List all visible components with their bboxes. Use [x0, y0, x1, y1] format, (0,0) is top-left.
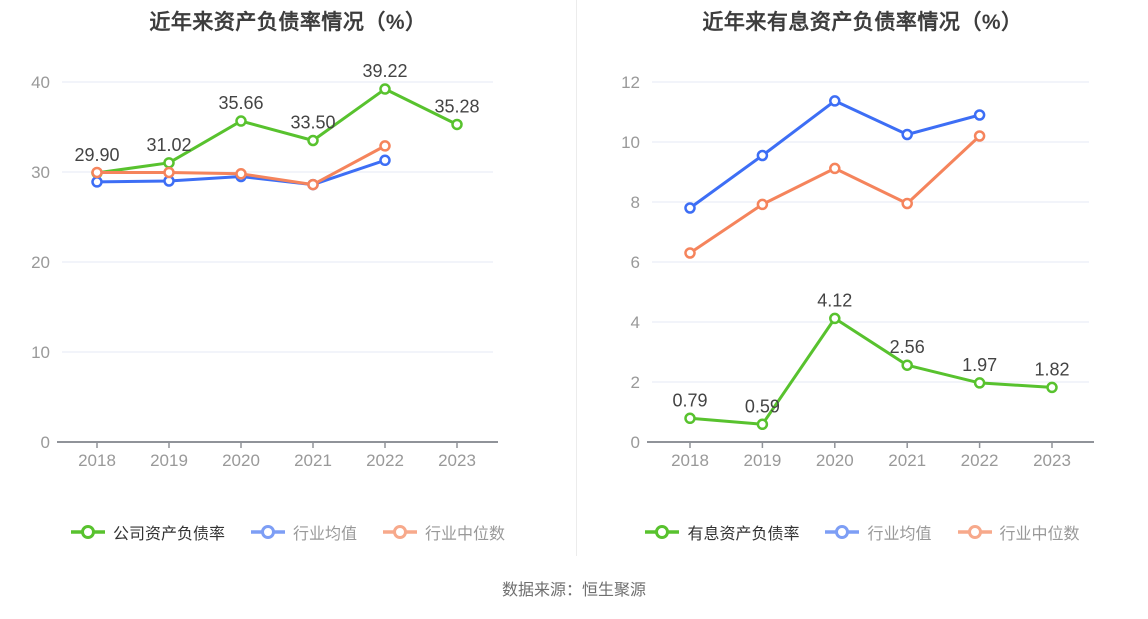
legend-label: 行业中位数: [999, 526, 1080, 543]
legend-line-circle-icon: [250, 525, 285, 539]
x-tick-label: 2019: [743, 451, 781, 470]
data-point-orange: [684, 247, 696, 259]
x-tick-label: 2022: [366, 451, 404, 470]
legend-item-orange[interactable]: 行业中位数: [957, 520, 1080, 544]
data-point-orange: [379, 140, 391, 152]
y-tick-label: 0: [631, 433, 640, 452]
data-point-orange: [163, 166, 175, 179]
x-tick-label: 2020: [816, 451, 854, 470]
x-tick-label: 2018: [78, 451, 116, 470]
legend-item-green[interactable]: 有息资产负债率: [645, 520, 799, 544]
y-tick-label: 40: [31, 73, 50, 92]
legend-label: 公司资产负债率: [112, 526, 225, 543]
data-point-orange: [901, 197, 913, 210]
line-chart-interest-bearing: 0 2 4 6 8 10 12 2018 2019 2020 2021 2022 2023 0.79 0.5…: [621, 73, 1094, 470]
chart-panel-asset-liability: 近年来资产负债率情况（%） 0 10 20 30 40 2018 2019 2020 2021 2…: [0, 0, 576, 556]
data-point-green: [235, 115, 247, 127]
data-label: 39.22: [362, 61, 407, 81]
data-point-orange: [91, 166, 103, 179]
data-point-blue: [829, 95, 841, 107]
charts-row: 近年来资产负债率情况（%） 0 10 20 30 40 2018 2019 2020 2021 2…: [0, 0, 1148, 556]
legend-line-circle-icon: [383, 525, 417, 539]
x-tick-label: 2021: [294, 451, 332, 470]
data-label: 0.79: [672, 390, 707, 410]
data-label: 1.82: [1034, 359, 1069, 379]
y-tick-label: 2: [631, 373, 640, 392]
y-tick-label: 6: [631, 253, 640, 272]
legend-label: 行业中位数: [425, 526, 506, 543]
legend-label: 有息资产负债率: [687, 526, 800, 543]
data-label: 31.02: [146, 135, 191, 155]
legend-item-blue[interactable]: 行业均值: [250, 520, 357, 544]
data-point-green: [379, 83, 391, 95]
data-point-blue: [901, 128, 913, 141]
data-point-green: [163, 157, 175, 169]
y-tick-label: 4: [631, 313, 640, 332]
x-tick-label: 2023: [1033, 451, 1071, 470]
data-point-orange: [307, 178, 319, 191]
data-point-orange: [235, 168, 247, 180]
data-point-green: [1046, 381, 1058, 394]
series-line-orange: [688, 134, 982, 255]
data-point-green: [901, 359, 913, 371]
chart-panel-interest-bearing: 近年来有息资产负债率情况（%） 0 2 4 6 8 10 12 2018 2019 2020 202…: [576, 0, 1148, 556]
data-label: 29.90: [74, 145, 119, 165]
y-tick-label: 30: [31, 163, 50, 182]
legend-line-circle-icon: [645, 525, 680, 539]
series-line-green: [95, 87, 459, 175]
legend-label: 行业均值: [867, 526, 932, 543]
y-tick-label: 10: [621, 133, 640, 152]
data-point-blue: [91, 176, 103, 188]
legend-item-orange[interactable]: 行业中位数: [383, 520, 505, 544]
data-point-orange: [756, 198, 769, 211]
data-point-green: [307, 134, 319, 147]
data-point-blue: [379, 154, 391, 167]
x-tick-label: 2023: [438, 451, 476, 470]
chart-title-interest-bearing: 近年来有息资产负债率情况（%）: [702, 11, 1023, 34]
data-point-blue: [684, 202, 696, 214]
y-tick-label: 10: [31, 343, 50, 362]
data-point-blue: [973, 109, 986, 121]
data-source-note: 数据来源：恒生聚源: [501, 581, 646, 599]
legend-line-circle-icon: [957, 525, 992, 539]
source-row: 数据来源：恒生聚源: [0, 556, 1148, 619]
data-label: 4.12: [817, 290, 852, 310]
x-tick-label: 2019: [150, 451, 188, 470]
x-tick-label: 2020: [222, 451, 260, 470]
data-label: 2.56: [890, 337, 925, 357]
data-point-green: [451, 118, 463, 131]
data-point-blue: [756, 149, 769, 162]
series-line-blue: [688, 99, 982, 210]
legend-item-green[interactable]: 公司资产负债率: [70, 520, 225, 544]
x-tick-label: 2021: [888, 451, 926, 470]
y-tick-label: 8: [631, 193, 640, 212]
legend-item-blue[interactable]: 行业均值: [825, 520, 932, 544]
legend-label: 行业均值: [292, 526, 357, 543]
data-label: 35.66: [218, 93, 263, 113]
legend-asset-liability: 公司资产负债率 行业均值 行业中位数: [0, 517, 576, 547]
data-point-green: [973, 377, 986, 389]
data-point-orange: [973, 130, 986, 142]
data-point-green: [684, 412, 696, 425]
y-tick-label: 0: [41, 433, 50, 452]
legend-interest-bearing: 有息资产负债率 行业均值 行业中位数: [577, 517, 1148, 547]
line-chart-asset-liability: 0 10 20 30 40 2018 2019 2020 2021 2022 2023 29.90 31…: [31, 61, 498, 470]
data-point-green: [756, 418, 769, 431]
chart-title-asset-liability: 近年来资产负债率情况（%）: [149, 11, 427, 34]
y-tick-label: 20: [31, 253, 50, 272]
data-point-orange: [829, 162, 841, 175]
data-label: 33.50: [290, 113, 335, 133]
legend-line-circle-icon: [825, 525, 860, 539]
x-tick-label: 2018: [671, 451, 709, 470]
series-line-green: [688, 316, 1054, 426]
y-tick-label: 12: [621, 73, 640, 92]
data-label: 0.59: [745, 396, 780, 416]
data-point-green: [829, 312, 841, 325]
legend-line-circle-icon: [70, 525, 105, 539]
data-label: 35.28: [434, 96, 479, 116]
x-tick-label: 2022: [961, 451, 999, 470]
data-label: 1.97: [962, 355, 997, 375]
